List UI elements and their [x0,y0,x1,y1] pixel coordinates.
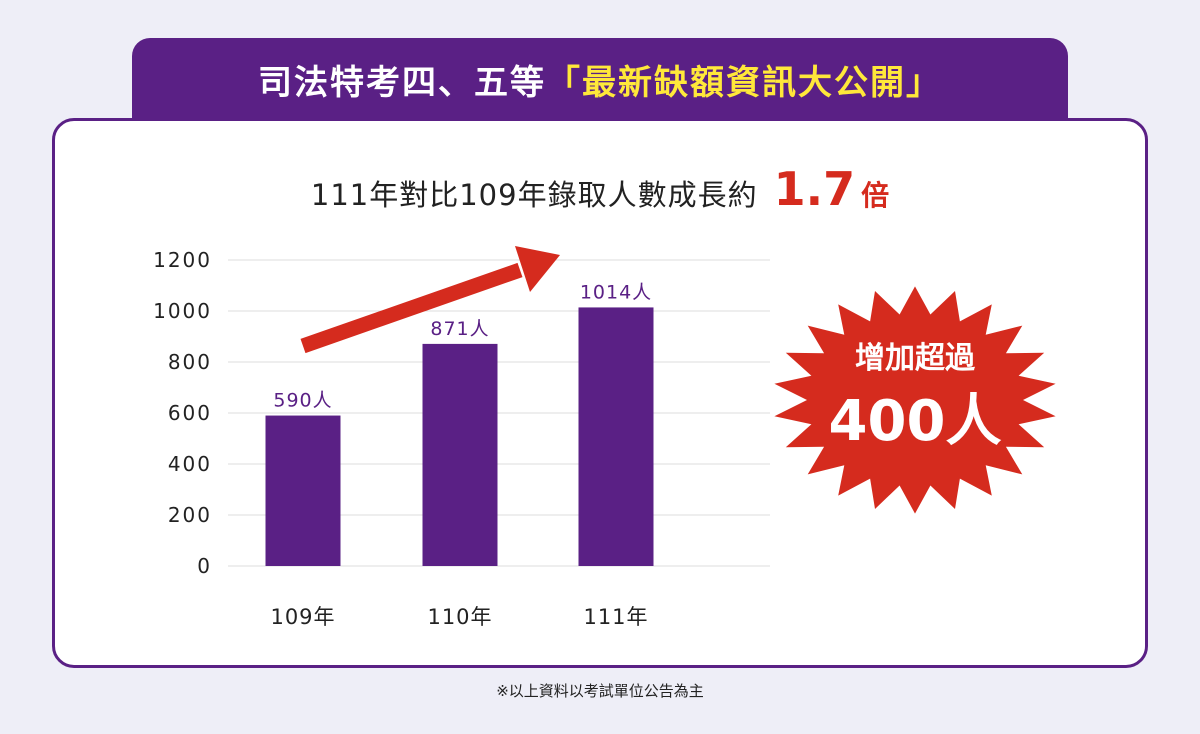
y-tick-label: 600 [168,401,212,425]
data-labels: 590人 871人 1014人 [273,281,652,412]
burst-line1: 增加超過 [855,341,976,376]
headline-unit: 倍 [861,179,890,212]
title-banner [132,38,1068,120]
footnote: ※以上資料以考試單位公告為主 [496,682,704,700]
x-tick-label: 111年 [583,605,648,629]
y-tick-label: 1000 [153,299,212,323]
starburst-icon [774,286,1056,514]
y-tick-label: 0 [197,554,212,578]
y-axis-ticks: 0 200 400 600 800 1000 1200 [153,248,212,578]
data-label: 590人 [273,390,332,412]
x-tick-label: 109年 [270,605,335,629]
headline-ratio: 1.7 [773,162,856,216]
bar-1 [265,415,341,566]
headline-text: 111年對比109年錄取人數成長約 [310,178,758,212]
x-tick-label: 110年 [427,605,492,629]
growth-arrow-icon [300,246,560,354]
bar-3 [578,307,654,566]
y-tick-label: 1200 [153,248,212,272]
bar-2 [422,343,498,566]
x-axis-ticks: 109年 110年 111年 [270,605,648,629]
banner-title-highlight: 「最新缺額資訊大公開」 [546,62,942,103]
y-tick-label: 800 [168,350,212,374]
chart-bars [265,307,654,566]
data-label: 871人 [430,318,489,340]
banner-title-main: 司法特考四、五等 [258,62,546,103]
starburst-badge: 增加超過 400人 [774,286,1056,514]
data-label: 1014人 [580,281,652,303]
banner-title: 司法特考四、五等 「最新缺額資訊大公開」 [132,38,1068,120]
y-tick-label: 400 [168,452,212,476]
headline: 111年對比109年錄取人數成長約 1.7 倍 [0,162,1200,222]
burst-line2: 400人 [829,389,1002,454]
y-tick-label: 200 [168,503,212,527]
